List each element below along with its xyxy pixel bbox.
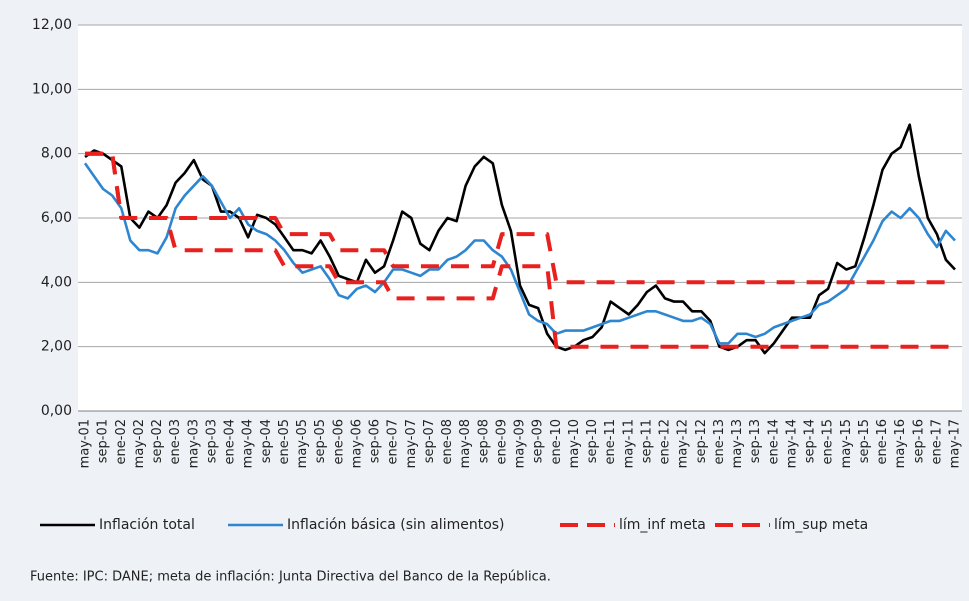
x-tick-label: may-09	[513, 419, 528, 468]
legend-label: lím_sup meta	[774, 517, 868, 533]
y-tick-label: 6,00	[41, 210, 72, 226]
x-tick-label: may-13	[730, 419, 745, 468]
x-tick-label: sep-10	[585, 419, 600, 463]
x-tick-label: sep-07	[422, 419, 437, 463]
x-tick-label: ene-17	[929, 419, 944, 464]
x-tick-label: sep-05	[313, 419, 328, 463]
x-tick-label: sep-15	[857, 419, 872, 463]
x-tick-label: may-12	[676, 419, 691, 468]
x-tick-label: sep-01	[96, 419, 111, 463]
x-tick-label: may-02	[132, 419, 147, 468]
x-tick-label: ene-02	[114, 419, 129, 464]
x-tick-label: may-06	[349, 419, 364, 468]
x-tick-label: sep-02	[150, 419, 165, 463]
series-line	[84, 123, 956, 355]
x-tick-label: may-01	[78, 419, 93, 468]
series-line	[83, 162, 956, 345]
x-tick-label: ene-07	[386, 419, 401, 464]
legend-label: lím_inf meta	[619, 517, 706, 533]
x-tick-label: may-17	[948, 419, 963, 468]
x-tick-label: may-08	[458, 419, 473, 468]
x-tick-label: sep-03	[204, 419, 219, 463]
x-tick-label: ene-12	[658, 419, 673, 464]
x-tick-label: sep-06	[368, 419, 383, 463]
legend-label: Inflación básica (sin alimentos)	[287, 517, 505, 533]
x-tick-label: ene-09	[494, 419, 509, 464]
x-tick-label: sep-14	[803, 419, 818, 463]
x-tick-label: ene-06	[331, 419, 346, 464]
x-tick-label: may-07	[404, 419, 419, 468]
x-tick-label: ene-16	[875, 419, 890, 464]
x-tick-label: ene-15	[821, 419, 836, 464]
x-tick-label: may-15	[839, 419, 854, 468]
series-line	[85, 151, 955, 285]
y-tick-label: 10,00	[32, 81, 72, 97]
x-tick-label: sep-12	[694, 419, 709, 463]
x-tick-label: sep-16	[911, 419, 926, 463]
legend-label: Inflación total	[99, 517, 195, 533]
x-tick-label: sep-08	[476, 419, 491, 463]
x-tick-label: ene-03	[168, 419, 183, 464]
x-tick-label: may-14	[784, 419, 799, 468]
x-tick-label: sep-13	[748, 419, 763, 463]
x-tick-label: ene-04	[223, 419, 238, 464]
x-tick-label: ene-10	[549, 419, 564, 464]
x-tick-label: sep-09	[531, 419, 546, 463]
y-tick-label: 12,00	[32, 17, 72, 33]
x-tick-label: may-16	[893, 419, 908, 468]
x-tick-label: ene-05	[277, 419, 292, 464]
y-tick-label: 8,00	[41, 146, 72, 162]
x-tick-label: ene-11	[603, 419, 618, 464]
series-line	[85, 151, 955, 349]
x-tick-label: sep-04	[259, 419, 274, 463]
x-tick-label: may-04	[241, 419, 256, 468]
y-tick-label: 4,00	[41, 274, 72, 290]
source-note: Fuente: IPC: DANE; meta de inflación: Ju…	[30, 570, 551, 585]
x-tick-label: may-05	[295, 419, 310, 468]
y-tick-label: 0,00	[41, 403, 72, 419]
x-tick-label: ene-14	[766, 419, 781, 464]
x-tick-label: ene-13	[712, 419, 727, 464]
x-tick-label: may-10	[567, 419, 582, 468]
x-tick-label: may-03	[186, 419, 201, 468]
y-tick-label: 2,00	[41, 339, 72, 355]
x-tick-label: ene-08	[440, 419, 455, 464]
x-tick-label: may-11	[621, 419, 636, 468]
x-tick-label: sep-11	[639, 419, 654, 463]
